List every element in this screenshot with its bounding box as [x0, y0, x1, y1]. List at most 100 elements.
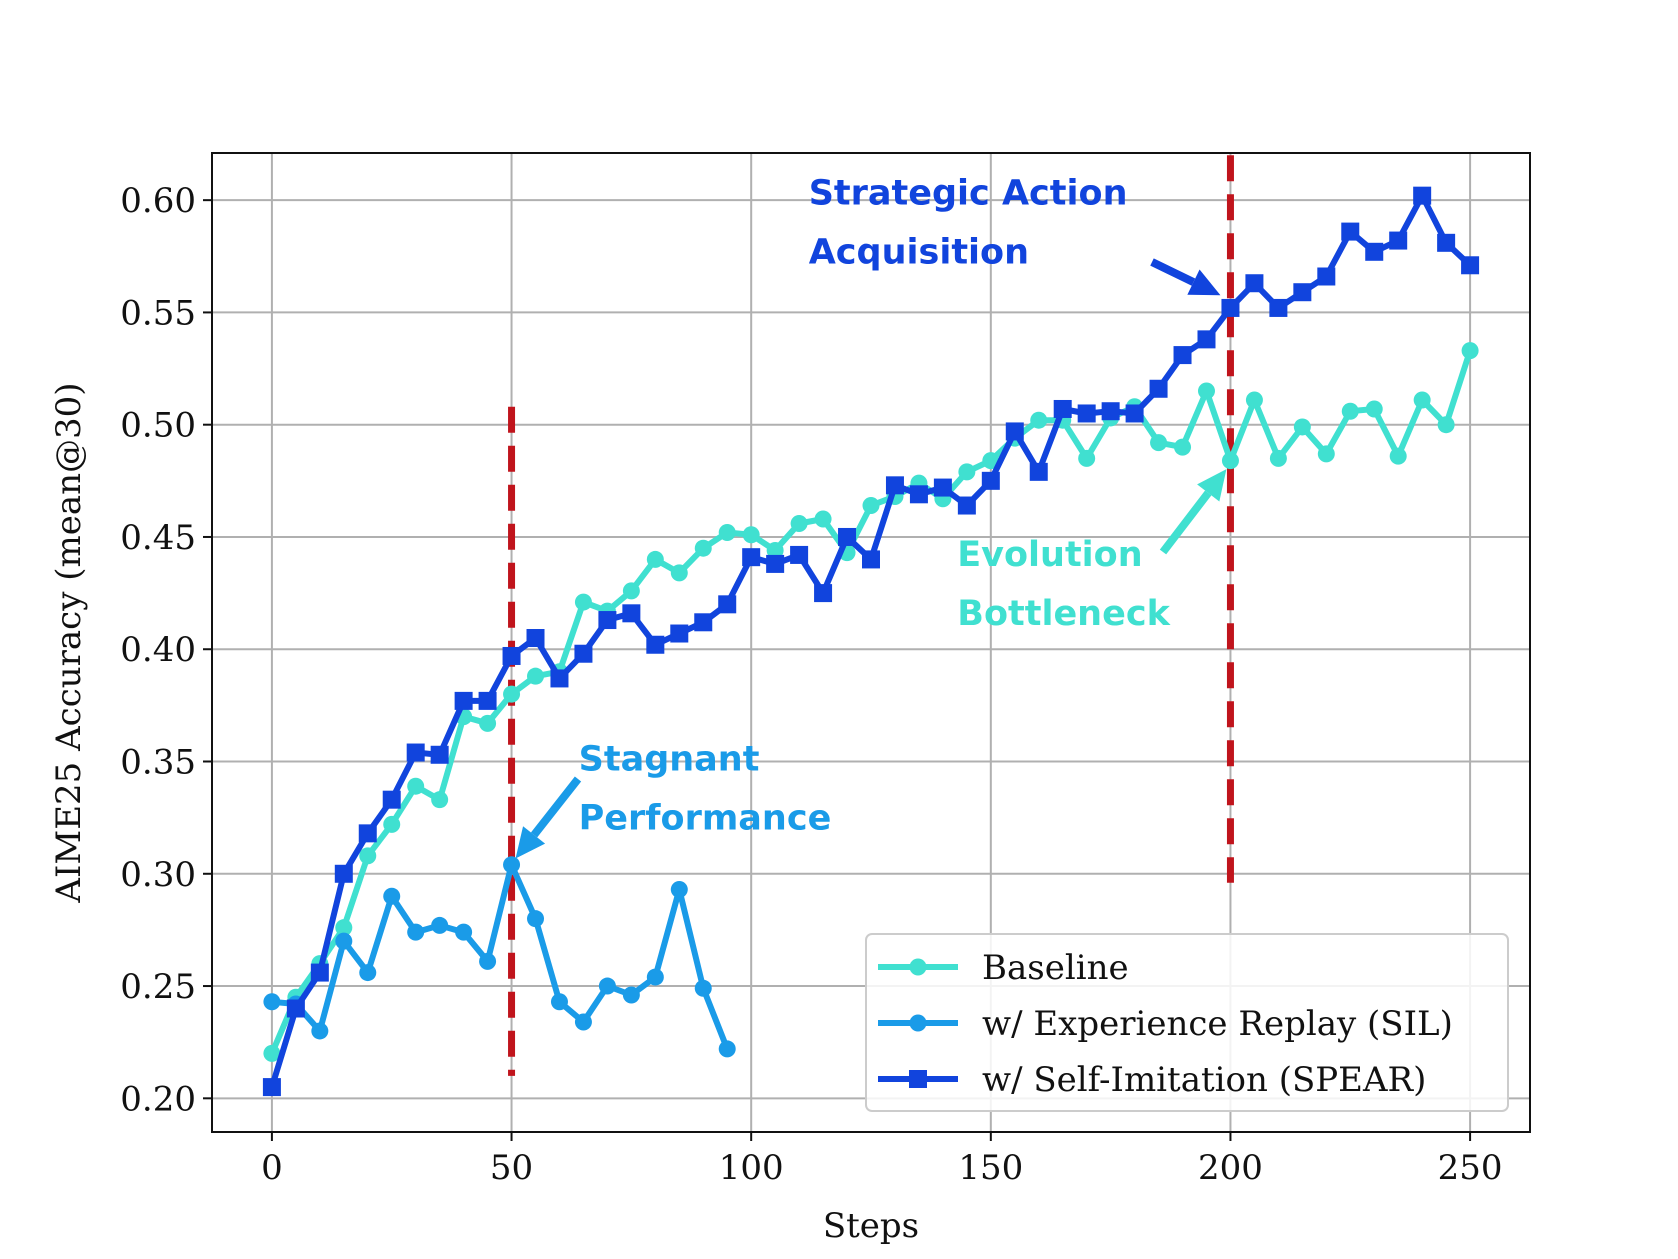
data-point: [838, 527, 857, 546]
y-tick-label: 0.40: [120, 630, 196, 670]
data-point: [1174, 438, 1192, 456]
annotation-arrow: [1159, 469, 1227, 555]
data-point: [1077, 404, 1096, 423]
plot-frame: [211, 152, 1531, 1133]
data-point: [1389, 231, 1408, 250]
data-point: [359, 964, 377, 982]
data-point: [455, 923, 473, 941]
data-point: [1317, 267, 1336, 286]
data-point: [503, 685, 521, 703]
data-point: [598, 611, 617, 630]
arrow-head: [1187, 269, 1221, 296]
data-point: [1197, 382, 1215, 400]
data-point: [1461, 256, 1480, 275]
data-point: [454, 691, 473, 710]
data-point: [1150, 434, 1168, 452]
data-point: [646, 550, 664, 568]
data-point: [1413, 391, 1431, 409]
x-tick-label: 0: [261, 1148, 283, 1188]
y-tick-label: 0.45: [120, 518, 196, 558]
data-point: [335, 919, 353, 937]
data-point: [1030, 411, 1048, 429]
annotation-arrow: [515, 776, 582, 859]
arrow-shaft: [1159, 490, 1212, 555]
data-point: [646, 635, 665, 654]
data-point: [622, 986, 640, 1004]
data-point: [310, 963, 329, 982]
data-point: [766, 541, 784, 559]
data-point: [1365, 400, 1383, 418]
data-point: [1269, 449, 1287, 467]
data-point: [718, 523, 736, 541]
data-point: [933, 478, 952, 497]
legend-label: w/ Self-Imitation (SPEAR): [982, 1060, 1426, 1100]
data-point: [334, 864, 353, 883]
data-point: [430, 745, 449, 764]
data-point: [814, 510, 832, 528]
arrow-head: [515, 826, 546, 859]
data-point: [598, 977, 616, 995]
y-axis-label: AIME25 Accuracy (mean@30): [49, 382, 89, 903]
y-tick-label: 0.30: [120, 855, 196, 895]
data-point: [862, 497, 880, 515]
data-point: [742, 526, 760, 544]
data-point: [1221, 452, 1239, 470]
data-point: [527, 910, 545, 928]
data-point: [958, 463, 976, 481]
data-point: [982, 452, 1000, 470]
data-point: [407, 923, 425, 941]
data-point: [909, 485, 928, 504]
x-tick-label: 200: [1198, 1148, 1263, 1188]
data-point: [1413, 186, 1432, 205]
annotation-text: Stagnant: [579, 739, 760, 779]
data-point: [311, 1022, 329, 1040]
series-3: [262, 186, 1480, 1097]
data-point: [526, 629, 545, 648]
data-point: [694, 613, 713, 632]
y-tick-label: 0.35: [120, 743, 196, 783]
data-point: [957, 496, 976, 515]
data-point: [263, 993, 281, 1011]
data-point: [383, 815, 401, 833]
legend-marker: [909, 1070, 927, 1088]
x-tick-label: 250: [1438, 1148, 1503, 1188]
y-tick-label: 0.25: [120, 967, 196, 1007]
data-point: [335, 932, 353, 950]
data-point: [1245, 391, 1263, 409]
data-point: [359, 847, 377, 865]
y-tick-label: 0.60: [120, 181, 196, 221]
data-point: [694, 979, 712, 997]
data-point: [1341, 402, 1359, 420]
data-point: [1437, 416, 1455, 434]
legend-label: w/ Experience Replay (SIL): [982, 1004, 1453, 1044]
data-point: [431, 791, 449, 809]
data-point: [1293, 418, 1311, 436]
data-point: [383, 887, 401, 905]
data-point: [790, 545, 809, 564]
data-point: [503, 856, 521, 874]
data-point: [550, 669, 569, 688]
data-point: [431, 916, 449, 934]
x-tick-label: 150: [958, 1148, 1023, 1188]
data-point: [1461, 342, 1479, 360]
data-point: [502, 646, 521, 665]
annotation-text: Evolution: [957, 535, 1142, 575]
data-point: [790, 514, 808, 532]
legend-marker: [909, 1014, 927, 1032]
annotation-text: Acquisition: [809, 233, 1029, 273]
data-point: [1365, 242, 1384, 261]
legend-entry: w/ Experience Replay (SIL): [878, 1004, 1453, 1044]
y-tick-label: 0.55: [120, 293, 196, 333]
data-point: [622, 604, 641, 623]
data-point: [406, 743, 425, 762]
data-point: [1317, 445, 1335, 463]
data-point: [1293, 283, 1312, 302]
data-point: [766, 554, 785, 573]
legend-entry: Baseline: [878, 948, 1129, 988]
annotation-text: Bottleneck: [957, 594, 1170, 634]
data-point: [1053, 399, 1072, 418]
data-point: [670, 564, 688, 582]
annotation: Stagnant Performance: [579, 739, 832, 838]
annotation-arrow: [1150, 258, 1221, 296]
